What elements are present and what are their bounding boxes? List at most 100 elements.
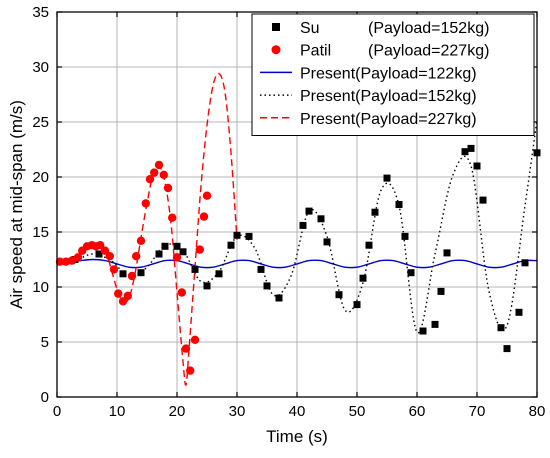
x-tick-labels: 0 10 20 30 40 50 60 70 80: [53, 403, 546, 420]
data-point-patil: [186, 366, 195, 375]
x-tick-label: 20: [169, 403, 186, 420]
data-point-patil: [199, 212, 209, 221]
data-point-patil: [136, 236, 146, 245]
data-point-patil: [177, 288, 186, 297]
y-tick-label: 35: [32, 4, 49, 21]
y-tick-label: 5: [41, 334, 49, 351]
data-point-patil: [202, 191, 212, 200]
legend-label: Present(Payload=227kg): [300, 111, 477, 128]
legend-payload: (Payload=152kg): [368, 20, 489, 37]
data-point-patil: [195, 245, 204, 254]
data-point-patil: [123, 291, 132, 300]
data-point-su: [371, 208, 379, 216]
data-point-patil: [159, 170, 168, 179]
data-point-su: [521, 259, 529, 267]
data-point-su: [515, 308, 523, 316]
x-tick-label: 80: [529, 403, 546, 420]
data-point-patil: [96, 241, 105, 250]
data-point-su: [431, 320, 439, 328]
data-point-patil: [141, 199, 150, 208]
data-point-patil: [190, 335, 200, 344]
x-tick-label: 50: [349, 403, 366, 420]
legend-box: [251, 13, 535, 136]
data-point-su: [437, 287, 445, 295]
data-point-patil: [154, 160, 164, 170]
data-point-su: [317, 215, 325, 223]
data-point-patil: [172, 253, 182, 262]
data-point-su: [497, 324, 505, 332]
data-point-patil: [55, 257, 65, 266]
data-point-su: [461, 148, 469, 156]
data-point-su: [353, 301, 361, 309]
legend-payload: (Payload=227kg): [368, 43, 489, 60]
data-point-su: [407, 269, 415, 277]
data-point-patil: [73, 253, 83, 262]
data-point-su: [383, 174, 391, 182]
data-point-su: [173, 242, 181, 250]
data-point-patil: [168, 213, 177, 222]
data-point-patil: [105, 252, 115, 261]
data-point-su: [305, 207, 313, 215]
data-point-su: [473, 162, 481, 170]
data-point-su: [275, 294, 283, 302]
data-point-patil: [100, 246, 110, 255]
data-point-su: [323, 238, 331, 246]
data-point-su: [257, 265, 265, 273]
data-point-su: [365, 241, 373, 249]
data-point-patil: [150, 168, 159, 177]
data-point-su: [233, 231, 241, 239]
legend-marker-patil: [271, 45, 281, 55]
x-tick-label: 0: [53, 403, 61, 420]
data-point-su: [299, 221, 307, 229]
data-point-su: [263, 282, 271, 290]
data-point-su: [203, 282, 211, 290]
x-tick-label: 70: [469, 403, 486, 420]
data-point-su: [191, 265, 199, 273]
x-axis-title: Time (s): [266, 427, 328, 446]
data-point-patil: [109, 265, 119, 274]
x-tick-label: 60: [409, 403, 426, 420]
legend-label: Patil: [300, 43, 331, 60]
x-tick-label: 30: [229, 403, 246, 420]
data-point-patil: [145, 175, 155, 184]
data-point-su: [137, 269, 145, 277]
data-point-patil: [118, 297, 128, 306]
data-point-su: [419, 327, 427, 335]
data-point-su: [95, 250, 103, 258]
data-point-patil: [132, 252, 141, 261]
data-point-su: [401, 232, 409, 240]
y-tick-label: 10: [32, 279, 49, 296]
data-point-su: [179, 248, 187, 256]
data-point-su: [359, 274, 367, 282]
legend: Su (Payload=152kg) Patil (Payload=227kg) Pre…: [251, 13, 535, 136]
y-tick-label: 15: [32, 224, 49, 241]
data-point-su: [161, 242, 169, 250]
data-point-su: [395, 201, 403, 208]
data-point-su: [443, 249, 451, 257]
series-layer: [55, 72, 541, 386]
data-point-su: [335, 291, 343, 299]
legend-label: Present(Payload=152kg): [300, 88, 477, 105]
y-tick-label: 30: [32, 59, 49, 76]
data-point-patil: [127, 271, 137, 281]
x-tick-label: 10: [109, 403, 126, 420]
data-point-su: [467, 144, 475, 152]
y-tick-label: 0: [41, 389, 49, 406]
legend-marker-su: [272, 23, 280, 31]
series-line-present-payload-122kg: [56, 258, 538, 269]
y-tick-label: 20: [32, 169, 49, 186]
data-point-su: [215, 270, 223, 278]
data-point-patil: [114, 289, 123, 298]
legend-label: Su: [300, 20, 320, 37]
x-tick-label: 40: [289, 403, 306, 420]
y-tick-label: 25: [32, 114, 49, 131]
data-point-patil: [181, 344, 191, 353]
data-point-patil: [163, 183, 173, 193]
data-point-su: [227, 241, 235, 249]
data-point-su: [119, 270, 127, 278]
data-point-su: [479, 196, 487, 204]
data-point-su: [155, 250, 163, 258]
y-axis-title: Air speed at mid-span (m/s): [7, 100, 26, 309]
legend-label: Present(Payload=122kg): [300, 65, 477, 82]
